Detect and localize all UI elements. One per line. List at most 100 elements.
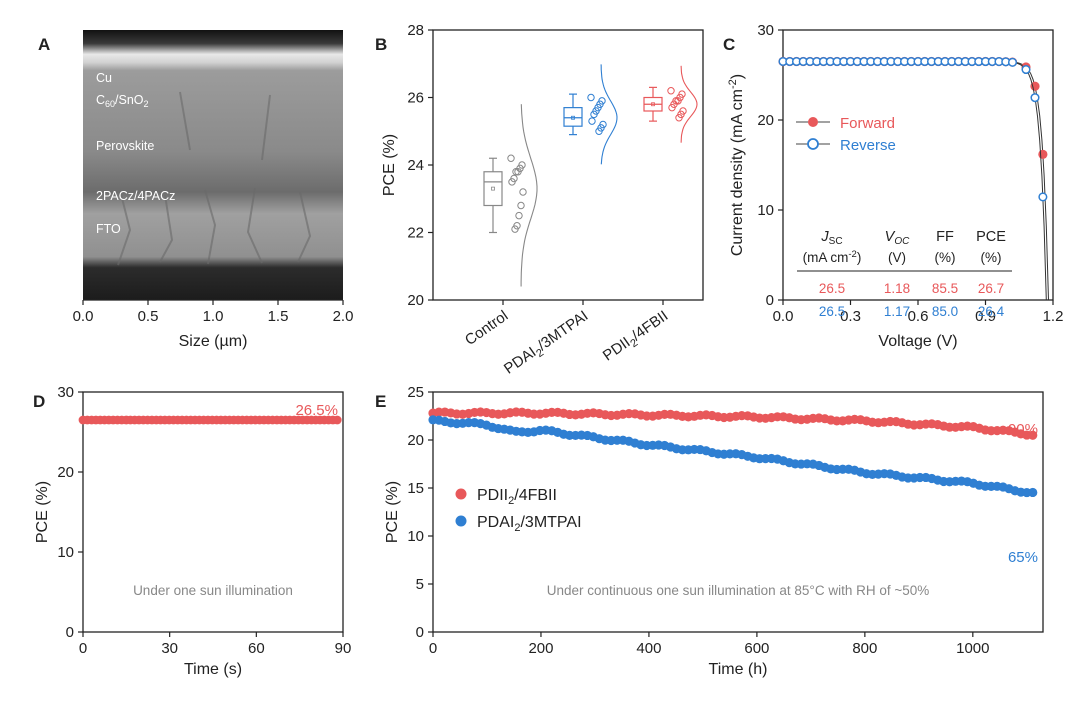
panel-a-x-tick-label: 1.0: [203, 308, 224, 325]
panel-e-x-title: Time (h): [709, 661, 768, 678]
panel-c-y-title-sup: -2: [727, 79, 739, 89]
panel-b-letter: B: [375, 35, 387, 54]
table-unit-ff: (%): [935, 250, 956, 265]
legend-pdii2-4fbii-end: /4FBII: [514, 487, 557, 504]
table-reverse-voc: 1.17: [884, 304, 910, 319]
legend-pdai2-3mtpai-label: PDAI2/3MTPAI: [477, 514, 582, 534]
panel-c-letter: C: [723, 35, 735, 54]
panel-d-y-tick-label: 10: [57, 544, 74, 561]
panel-c-x-tick-label: 1.2: [1043, 308, 1064, 325]
series-reverse-point: [1021, 64, 1031, 75]
sem-label-c60-base: C: [96, 93, 105, 107]
panel-c-x-tick-label: 0.0: [773, 308, 794, 325]
panel-c-x-tick-label: 0.9: [975, 308, 996, 325]
sem-label-sno-sub: 2: [144, 99, 149, 109]
panel-d-y-tick-label: 30: [57, 384, 74, 401]
table-reverse-jsc: 26.5: [819, 304, 845, 319]
table-reverse-pce: 26.4: [978, 304, 1005, 319]
panel-b-y-ticks: 20 22 24 26 28: [407, 22, 433, 309]
box-3-point: [667, 87, 675, 95]
sem-label-c60-sub: 60: [105, 99, 115, 109]
series-forward-point: [1030, 81, 1040, 91]
category-label-pdai2-3mtpai-end: /3MTPAI: [535, 307, 592, 354]
panel-e-frame: [432, 391, 1044, 633]
panel-c-y-tick-label: 10: [757, 202, 774, 219]
table-unit-pce: (%): [981, 250, 1002, 265]
panel-a-x-title: Size (µm): [179, 333, 248, 350]
legend-pdii2-4fbii-marker: [455, 488, 467, 500]
box-3-point: [668, 103, 676, 112]
panel-c-y-tick-label: 20: [757, 112, 774, 129]
sem-label-c60-sno2: C60/SnO2: [96, 93, 149, 109]
series-forward-point: [1038, 149, 1048, 159]
sem-label-fto: FTO: [96, 222, 121, 236]
table-header-voc-sub: OC: [894, 236, 910, 247]
table-forward-voc: 1.18: [884, 281, 910, 296]
panel-d-points: [78, 415, 342, 425]
panel-e-y-tick-label: 0: [416, 624, 424, 641]
panel-e-y-tick-label: 15: [407, 480, 424, 497]
box-1-iqr: [483, 171, 503, 207]
table-header-jsc-base: J: [820, 229, 829, 245]
panel-c-x-tick-label: 0.6: [908, 308, 929, 325]
panel-b-category-labels: Control PDAI2/3MTPAI PDII2/4FBII: [462, 307, 672, 378]
panel-c-y-title-base: Current density (mA cm: [729, 89, 746, 256]
table-unit-voc: (V): [888, 250, 906, 265]
panel-c-legend: Forward Reverse: [796, 115, 896, 154]
panel-d-y-title: PCE (%): [34, 481, 51, 543]
box-1-point: [508, 178, 516, 186]
stabilized-pce-point: [332, 415, 342, 425]
panel-e-x-tick-label: 200: [528, 640, 553, 657]
table-header-ff: FF: [936, 229, 954, 245]
box-1-point: [507, 154, 515, 162]
panel-a-x-tick-label: 0.5: [138, 308, 159, 325]
category-label-pdii2-4fbii-base: PDII: [600, 334, 634, 365]
table-header-jsc-sub: SC: [829, 236, 843, 247]
panel-e-x-ticks: 0 200 400 600 800 1000: [429, 632, 990, 657]
sem-label-perovskite: Perovskite: [96, 139, 154, 153]
panel-d-annotation: Under one sun illumination: [133, 583, 293, 598]
panel-e-annotation: Under continuous one sun illumination at…: [547, 583, 930, 598]
panel-d-x-tick-label: 60: [248, 640, 265, 657]
pdai2-3mtpai-point: [1028, 487, 1038, 498]
panel-c: C 0 10 20 30 0.0 0.3 0.6 0.9 1.2 Voltage (V) Cu…: [723, 22, 1063, 350]
panel-b-y-tick-label: 22: [407, 225, 424, 242]
panel-a-x-tick-label: 0.0: [73, 308, 94, 325]
panel-b-y-tick-label: 20: [407, 292, 424, 309]
panel-e-y-tick-label: 25: [407, 384, 424, 401]
panel-c-x-ticks: 0.0 0.3 0.6 0.9 1.2: [773, 300, 1064, 325]
category-label-pdii2-4fbii-end: /4FBII: [629, 307, 672, 344]
panel-b-y-tick-label: 28: [407, 22, 424, 39]
panel-e-points: [428, 407, 1038, 498]
panel-d-x-tick-label: 0: [79, 640, 87, 657]
table-header-pce: PCE: [976, 229, 1006, 245]
legend-pdai2-3mtpai-base: PDAI: [477, 514, 514, 531]
category-label-pdii2-4fbii-sub: 2: [628, 337, 640, 350]
panel-a-x-tick-label: 1.5: [268, 308, 289, 325]
table-forward-ff: 85.5: [932, 281, 958, 296]
category-label-pdai2-3mtpai-base: PDAI: [501, 344, 539, 378]
series-reverse-point: [1038, 192, 1048, 202]
sem-label-cu: Cu: [96, 71, 112, 85]
panel-d-end-value: 26.5%: [295, 402, 338, 419]
table-header-voc-base: V: [885, 229, 896, 245]
category-label-control: Control: [462, 307, 511, 349]
panel-a: A Cu C60/SnO2 Perovskite 2PACz/4PACz FTO…: [38, 30, 353, 350]
category-label-control-base: Control: [462, 307, 511, 349]
sem-label-sam: 2PACz/4PACz: [96, 189, 175, 203]
panel-e-letter: E: [375, 392, 386, 411]
panel-d-y-tick-label: 0: [66, 624, 74, 641]
panel-e-y-title: PCE (%): [384, 481, 401, 543]
legend-forward-label: Forward: [840, 115, 895, 132]
box-1-point: [514, 168, 522, 176]
box-1-point: [519, 188, 527, 196]
panel-e-y-tick-label: 10: [407, 528, 424, 545]
panel-c-y-title-end: ): [729, 74, 746, 79]
legend-pdii2-4fbii-sub: 2: [508, 495, 514, 507]
box-2-point: [588, 117, 596, 125]
table-forward-pce: 26.7: [978, 281, 1004, 296]
legend-pdii2-4fbii-label: PDII2/4FBII: [477, 487, 557, 507]
panel-d-frame: [82, 391, 344, 633]
table-unit-jsc-base: (mA cm: [803, 250, 849, 265]
